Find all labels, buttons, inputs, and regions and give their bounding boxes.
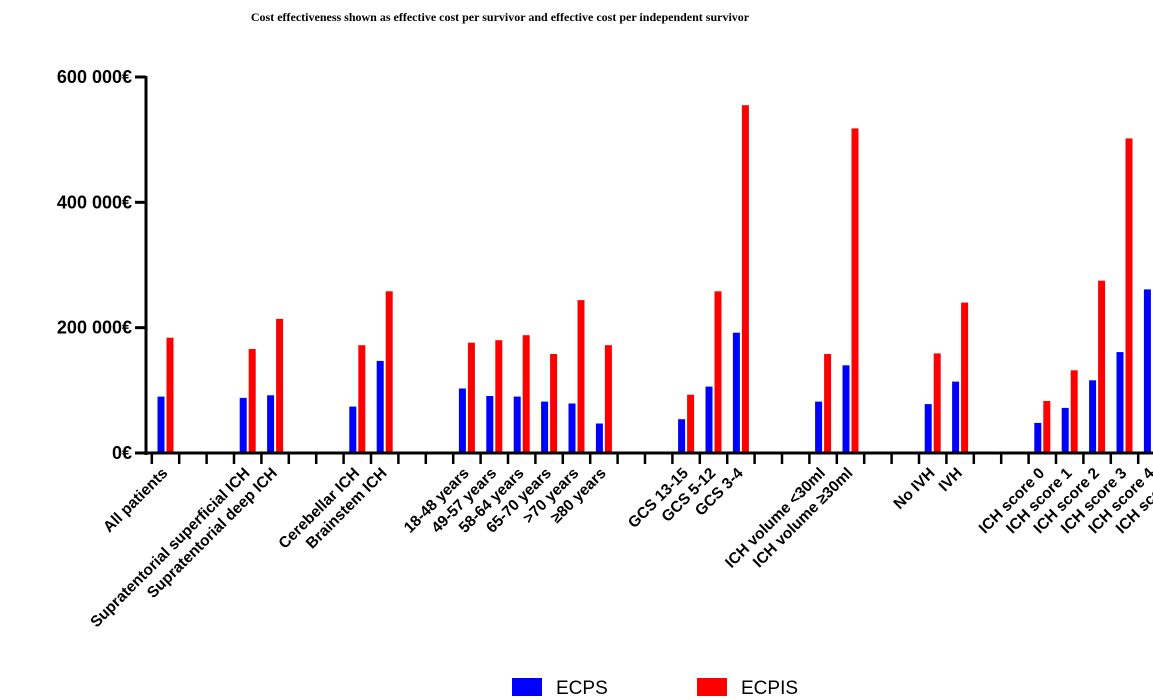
bar-ecpis — [851, 128, 859, 453]
y-tick-label: 0€ — [112, 443, 132, 463]
bar-ecps — [842, 365, 850, 453]
bar-ecps — [568, 403, 576, 453]
bar-ecps — [376, 360, 384, 453]
bar-ecps — [1061, 407, 1069, 453]
bar-ecps — [1143, 289, 1151, 453]
bar-ecps — [732, 332, 740, 453]
bar-ecpis — [1070, 370, 1078, 453]
bar-ecps — [705, 386, 713, 453]
bar-ecpis — [358, 345, 366, 453]
y-tick-label: 600 000€ — [57, 67, 132, 87]
x-tick-label: No IVH — [891, 465, 939, 513]
bar-ecps — [239, 397, 247, 453]
bar-ecpis — [577, 300, 585, 453]
legend-swatch-ecpis — [697, 678, 727, 696]
legend: ECPS ECPIS — [512, 678, 798, 699]
bar-ecpis — [1125, 138, 1133, 453]
legend-swatch-ecps — [512, 678, 542, 696]
y-tick-label: 400 000€ — [57, 192, 132, 212]
bar-ecpis — [385, 291, 393, 453]
x-tick-label: IVH — [936, 465, 966, 495]
bar-ecps — [486, 396, 494, 453]
x-tick-label: Supratentorial deep ICH — [144, 465, 281, 602]
bar-ecps — [1089, 380, 1097, 453]
bar-ecps — [595, 423, 603, 453]
bar-ecpis — [961, 302, 969, 453]
y-tick-label: 200 000€ — [57, 318, 132, 338]
bar-ecpis — [550, 354, 558, 453]
bar-ecpis — [495, 340, 503, 453]
bar-ecpis — [1043, 401, 1051, 453]
bar-ecpis — [248, 349, 256, 453]
bar-ecps — [1034, 422, 1042, 453]
bar-ecpis — [741, 105, 749, 453]
bar-ecps — [924, 404, 932, 453]
bar-ecpis — [166, 337, 174, 453]
x-tick-label: Supratentorial superficial ICH — [87, 465, 253, 631]
bar-ecpis — [933, 353, 941, 453]
bar-ecps — [349, 406, 357, 453]
bar-ecpis — [714, 291, 722, 453]
bar-ecps — [541, 401, 549, 453]
bar-ecps — [267, 395, 275, 453]
bar-ecps — [513, 396, 521, 453]
bar-ecps — [458, 388, 466, 453]
bar-ecps — [1116, 352, 1124, 453]
axes-layer — [135, 75, 1153, 464]
chart-title: Cost effectiveness shown as effective co… — [250, 10, 750, 24]
bar-ecps — [157, 396, 165, 453]
bar-ecps — [952, 381, 960, 453]
bar-ecpis — [604, 345, 612, 453]
bar-ecps — [815, 401, 823, 453]
bars-layer — [157, 105, 1151, 453]
bar-ecpis — [687, 394, 695, 453]
bar-ecpis — [824, 354, 832, 453]
x-tick-label: All patients — [100, 465, 171, 536]
bar-ecpis — [276, 318, 284, 453]
legend-label-ecps: ECPS — [556, 678, 608, 699]
bar-ecpis — [522, 335, 530, 453]
bar-ecpis — [467, 342, 475, 453]
bar-ecps — [678, 419, 686, 453]
legend-label-ecpis: ECPIS — [741, 678, 798, 699]
bar-ecpis — [1098, 280, 1106, 453]
